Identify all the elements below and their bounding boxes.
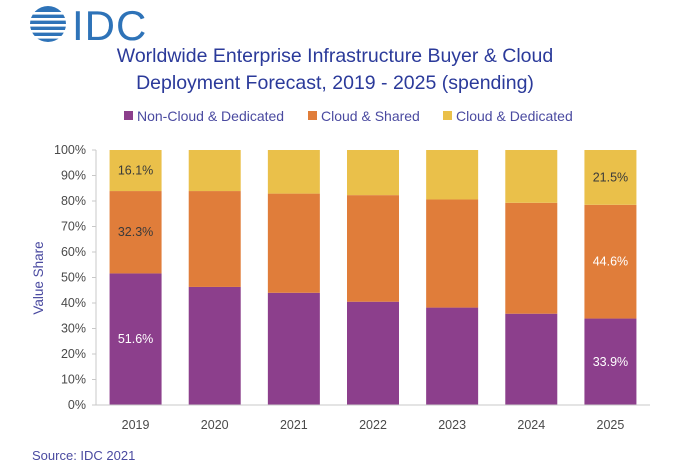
idc-logo: IDC: [29, 4, 147, 44]
x-tick-label: 2023: [438, 418, 466, 432]
y-axis-label: Value Share: [31, 241, 46, 314]
data-label: 21.5%: [593, 170, 628, 184]
y-tick-label: 80%: [61, 194, 86, 208]
bar-segment: [584, 204, 637, 319]
x-tick-label: 2021: [280, 418, 308, 432]
y-tick-label: 10%: [61, 373, 86, 387]
bar-segment: [505, 313, 558, 405]
legend-item: Cloud & Shared: [308, 108, 420, 124]
y-tick-label: 60%: [61, 245, 86, 259]
bar-segment: [347, 150, 399, 196]
bar-segment: [505, 202, 558, 314]
y-axis: 0% 10% 20% 30% 40% 50% 60% 70% 80% 90% 100%: [54, 143, 97, 412]
legend-swatch: [308, 111, 317, 120]
chart-title-line: Worldwide Enterprise Infrastructure Buye…: [117, 45, 553, 67]
y-tick-label: 30%: [61, 322, 86, 336]
legend-item: Cloud & Dedicated: [443, 108, 573, 124]
legend-label: Cloud & Dedicated: [456, 108, 573, 124]
y-tick-label: 0%: [68, 398, 86, 412]
legend-label: Non-Cloud & Dedicated: [137, 108, 284, 124]
chart-title-line: Deployment Forecast, 2019 - 2025 (spendi…: [136, 72, 534, 94]
data-label: 44.6%: [593, 255, 628, 269]
data-label: 33.9%: [593, 355, 628, 369]
bar-segment: [584, 318, 637, 405]
bar-segment: [267, 150, 320, 194]
x-tick-label: 2025: [597, 418, 625, 432]
x-axis: 2019 2020 2021 2022 2023 2024 2025: [96, 404, 650, 432]
globe-icon: [29, 6, 67, 42]
bar-segment: [188, 286, 241, 405]
y-tick-label: 50%: [61, 271, 86, 285]
y-tick-label: 90%: [61, 169, 86, 183]
x-tick-label: 2019: [122, 418, 150, 432]
bar-segment: [267, 193, 320, 293]
data-label: 51.6%: [118, 332, 153, 346]
bar-segment: [109, 191, 162, 274]
legend-swatch: [124, 111, 133, 120]
bar-segment: [109, 150, 162, 192]
bars: [109, 150, 637, 405]
bar-segment: [188, 191, 241, 287]
y-tick-label: 40%: [61, 296, 86, 310]
x-tick-label: 2022: [359, 418, 387, 432]
logo-text: IDC: [72, 4, 147, 44]
chart-legend: Non-Cloud & Dedicated Cloud & Shared Cloud…: [124, 108, 573, 124]
data-label: 32.3%: [118, 225, 153, 239]
bar-segment: [584, 150, 637, 205]
x-tick-label: 2020: [201, 418, 229, 432]
bar-segment: [505, 150, 558, 203]
legend-item: Non-Cloud & Dedicated: [124, 108, 284, 124]
bar-segment: [426, 150, 479, 200]
y-tick-label: 20%: [61, 347, 86, 361]
y-tick-label: 70%: [61, 220, 86, 234]
legend-swatch: [443, 111, 452, 120]
bar-segment: [188, 150, 241, 192]
source-note: Source: IDC 2021: [32, 448, 135, 463]
y-tick-label: 100%: [54, 143, 86, 157]
data-label: 16.1%: [118, 164, 153, 178]
bar-segment: [267, 292, 320, 405]
legend-label: Cloud & Shared: [321, 108, 420, 124]
bar-segment: [347, 301, 399, 405]
x-tick-label: 2024: [517, 418, 545, 432]
chart-title: Worldwide Enterprise Infrastructure Buye…: [117, 45, 553, 94]
bar-segment: [109, 273, 162, 405]
bar-segment: [347, 195, 399, 302]
bar-segment: [426, 199, 479, 308]
data-labels: 51.6% 32.3% 16.1% 33.9% 44.6% 21.5%: [118, 164, 628, 369]
bar-segment: [426, 307, 479, 405]
